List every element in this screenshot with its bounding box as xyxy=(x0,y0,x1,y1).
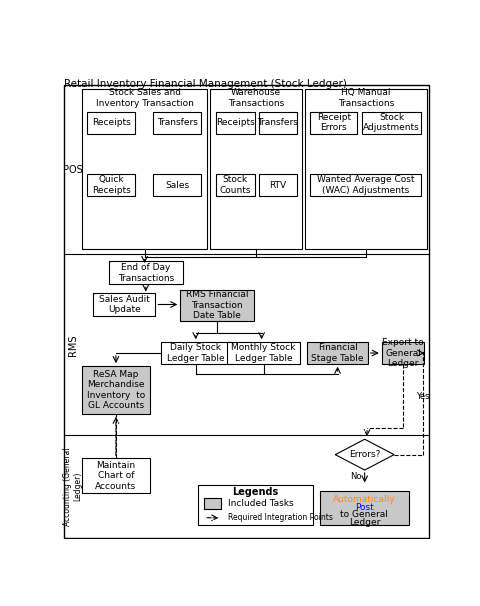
FancyBboxPatch shape xyxy=(310,112,356,133)
Text: Maintain
Chart of
Accounts: Maintain Chart of Accounts xyxy=(95,461,136,491)
FancyBboxPatch shape xyxy=(204,498,221,508)
Text: Sales: Sales xyxy=(165,181,189,190)
FancyBboxPatch shape xyxy=(93,293,155,316)
FancyBboxPatch shape xyxy=(216,175,254,196)
Text: ReSA Map
Merchandise
Inventory  to
GL Accounts: ReSA Map Merchandise Inventory to GL Acc… xyxy=(86,370,145,410)
Text: Transfers: Transfers xyxy=(257,118,298,127)
Text: Receipts: Receipts xyxy=(92,118,131,127)
FancyBboxPatch shape xyxy=(87,175,135,196)
FancyBboxPatch shape xyxy=(160,342,230,364)
Text: HQ Manual
Transactions: HQ Manual Transactions xyxy=(337,88,393,108)
Polygon shape xyxy=(335,439,393,470)
Text: Receipts: Receipts xyxy=(216,118,254,127)
Text: Legends: Legends xyxy=(232,487,278,496)
FancyBboxPatch shape xyxy=(198,485,312,525)
FancyBboxPatch shape xyxy=(310,175,420,196)
FancyBboxPatch shape xyxy=(216,112,254,133)
FancyBboxPatch shape xyxy=(153,175,201,196)
FancyBboxPatch shape xyxy=(307,342,367,364)
FancyBboxPatch shape xyxy=(82,366,150,414)
Text: Financial
Stage Table: Financial Stage Table xyxy=(311,344,363,363)
Text: Post: Post xyxy=(354,502,373,511)
Text: Stock Sales and
Inventory Transaction: Stock Sales and Inventory Transaction xyxy=(96,88,193,108)
FancyBboxPatch shape xyxy=(258,112,297,133)
Text: No: No xyxy=(349,471,360,481)
FancyBboxPatch shape xyxy=(258,175,297,196)
FancyBboxPatch shape xyxy=(226,342,300,364)
Text: Yes: Yes xyxy=(415,393,429,401)
Text: End of Day
Transactions: End of Day Transactions xyxy=(118,263,174,282)
FancyBboxPatch shape xyxy=(153,112,201,133)
Text: Stock
Counts: Stock Counts xyxy=(219,176,251,195)
Text: Retail Inventory Financial Management (Stock Ledger): Retail Inventory Financial Management (S… xyxy=(64,79,346,89)
Text: Included Tasks: Included Tasks xyxy=(227,499,292,508)
Text: to General: to General xyxy=(340,510,387,519)
Text: Receipt
Errors: Receipt Errors xyxy=(316,113,350,133)
Text: POS: POS xyxy=(62,165,82,175)
FancyBboxPatch shape xyxy=(361,112,420,133)
FancyBboxPatch shape xyxy=(381,342,423,364)
Text: Accounting (General
Ledger): Accounting (General Ledger) xyxy=(63,447,82,526)
Text: Errors?: Errors? xyxy=(348,450,380,459)
Text: Monthly Stock
Ledger Table: Monthly Stock Ledger Table xyxy=(231,344,295,363)
FancyBboxPatch shape xyxy=(82,459,150,493)
Text: Sales Audit
Update: Sales Audit Update xyxy=(99,295,150,314)
FancyBboxPatch shape xyxy=(82,89,207,249)
FancyBboxPatch shape xyxy=(319,491,408,525)
Text: RMS Financial
Transaction
Date Table: RMS Financial Transaction Date Table xyxy=(185,290,248,320)
Text: Automatically: Automatically xyxy=(332,495,395,504)
Text: Transfers: Transfers xyxy=(156,118,197,127)
Text: Warehouse
Transactions: Warehouse Transactions xyxy=(228,88,284,108)
Text: Required Integration Points: Required Integration Points xyxy=(227,513,332,522)
Text: Export to
General
Ledger: Export to General Ledger xyxy=(382,338,423,368)
FancyBboxPatch shape xyxy=(180,290,253,321)
FancyBboxPatch shape xyxy=(109,261,182,284)
Text: Stock
Adjustments: Stock Adjustments xyxy=(362,113,419,133)
Text: RTV: RTV xyxy=(269,181,286,190)
FancyBboxPatch shape xyxy=(87,112,135,133)
Text: RMS: RMS xyxy=(67,334,77,356)
FancyBboxPatch shape xyxy=(210,89,301,249)
Text: Quick
Receipts: Quick Receipts xyxy=(92,176,131,195)
FancyBboxPatch shape xyxy=(304,89,426,249)
Text: Wanted Average Cost
(WAC) Adjustments: Wanted Average Cost (WAC) Adjustments xyxy=(316,176,413,195)
Text: Ledger: Ledger xyxy=(348,518,379,527)
Text: Daily Stock
Ledger Table: Daily Stock Ledger Table xyxy=(167,344,224,363)
